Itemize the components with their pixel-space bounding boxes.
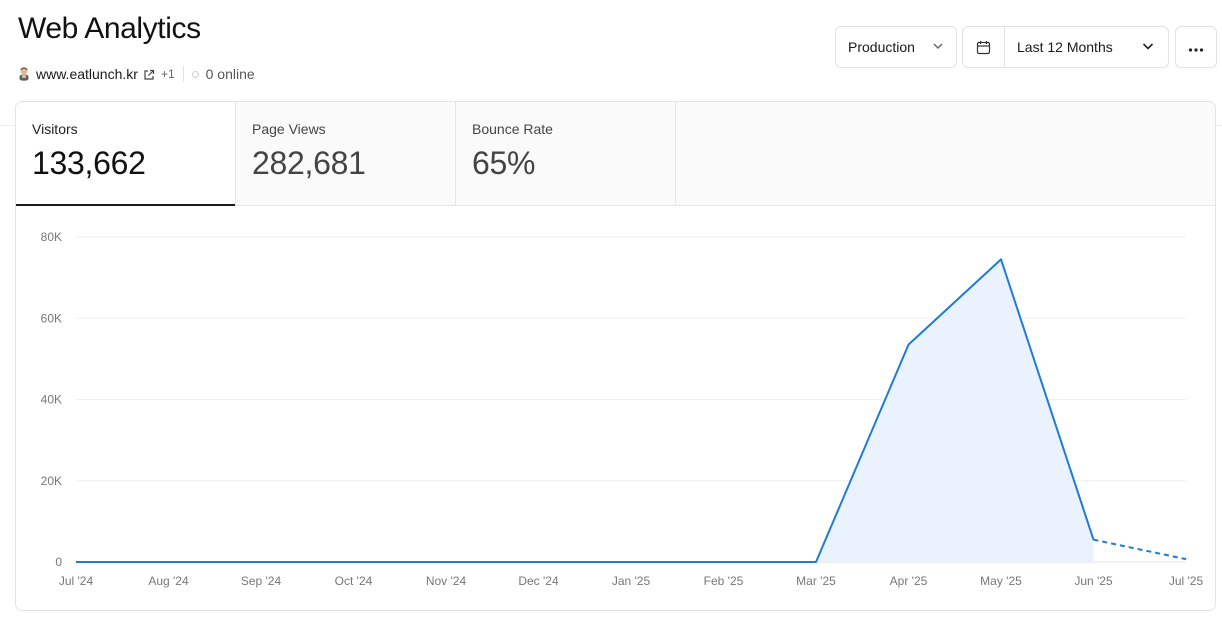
person-emoji-icon <box>16 66 32 82</box>
online-count: 0 online <box>205 66 255 82</box>
tab-bounce-rate[interactable]: Bounce Rate 65% <box>456 102 676 205</box>
x-tick-label: May '25 <box>980 574 1022 588</box>
x-tick-label: Feb '25 <box>704 574 744 588</box>
x-tick-label: Sep '24 <box>241 574 282 588</box>
data-point <box>722 561 725 564</box>
data-point <box>445 561 448 564</box>
additional-domains-count[interactable]: +1 <box>160 67 175 81</box>
x-tick-label: Aug '24 <box>148 574 189 588</box>
data-point <box>260 561 263 564</box>
y-tick-label: 80K <box>41 230 62 244</box>
tab-value: 282,681 <box>252 145 366 181</box>
visitors-chart: 0 20K 40K 60K 80K Jul '24 Aug '24 Sep '24 Oct '2… <box>16 206 1215 610</box>
analytics-card: Visitors 133,662 Page Views 282,681 Boun… <box>15 101 1216 611</box>
tab-value: 65% <box>472 145 536 181</box>
data-point <box>630 561 633 564</box>
tab-label: Visitors <box>32 121 78 137</box>
series-area <box>76 259 1094 562</box>
x-tick-label: Mar '25 <box>796 574 836 588</box>
tab-value: 133,662 <box>32 145 146 181</box>
data-point <box>1185 558 1188 561</box>
x-tick-label: Jan '25 <box>612 574 651 588</box>
chevron-down-icon <box>1141 39 1155 56</box>
page-title: Web Analytics <box>18 12 201 45</box>
data-point <box>1000 258 1003 261</box>
x-tick-label: Apr '25 <box>890 574 928 588</box>
tab-visitors[interactable]: Visitors 133,662 <box>16 102 236 206</box>
data-point <box>352 561 355 564</box>
chevron-down-icon <box>932 39 944 55</box>
series-line <box>76 258 1095 563</box>
site-domain-link[interactable]: www.eatlunch.kr <box>36 66 138 82</box>
x-tick-label: Jul '24 <box>59 574 94 588</box>
divider <box>182 66 184 82</box>
data-point <box>907 343 910 346</box>
y-tick-label: 20K <box>41 474 62 488</box>
calendar-icon[interactable] <box>963 27 1005 67</box>
more-horizontal-icon <box>1188 39 1204 55</box>
metric-tabs: Visitors 133,662 Page Views 282,681 Boun… <box>16 102 1215 206</box>
chart-svg: 0 20K 40K 60K 80K Jul '24 Aug '24 Sep '24 Oct '2… <box>41 230 1204 588</box>
x-tick-label: Nov '24 <box>426 574 467 588</box>
tab-page-views[interactable]: Page Views 282,681 <box>236 102 456 205</box>
data-point <box>1092 538 1095 541</box>
site-info: www.eatlunch.kr +1 0 online <box>16 64 255 84</box>
x-tick-label: Jul '25 <box>1169 574 1204 588</box>
series-line-projected <box>1093 538 1187 561</box>
date-range-label: Last 12 Months <box>1017 39 1113 55</box>
x-tick-label: Jun '25 <box>1074 574 1113 588</box>
data-point <box>167 561 170 564</box>
x-tick-label: Dec '24 <box>518 574 559 588</box>
environment-label: Production <box>848 39 915 55</box>
data-point <box>75 561 78 564</box>
y-tick-label: 40K <box>41 393 62 407</box>
data-point <box>537 561 540 564</box>
y-tick-label: 0 <box>55 555 62 569</box>
online-status-dot <box>191 70 199 78</box>
x-tick-label: Oct '24 <box>335 574 373 588</box>
date-range-select[interactable]: Last 12 Months <box>962 26 1169 68</box>
data-point <box>815 561 818 564</box>
tab-label: Page Views <box>252 121 326 137</box>
environment-select[interactable]: Production <box>835 26 957 68</box>
external-link-icon[interactable] <box>143 68 155 80</box>
tab-label: Bounce Rate <box>472 121 553 137</box>
y-tick-label: 60K <box>41 311 62 325</box>
more-options-button[interactable] <box>1175 26 1217 68</box>
